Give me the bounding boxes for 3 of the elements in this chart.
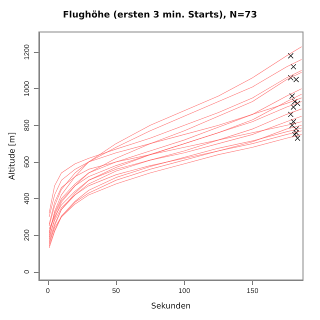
- y-axis-title: Altitude [m]: [8, 132, 16, 180]
- x-axis-title: Sekunden: [151, 302, 191, 310]
- chart-title: Flughöhe (ersten 3 min. Starts), N=73: [62, 10, 258, 20]
